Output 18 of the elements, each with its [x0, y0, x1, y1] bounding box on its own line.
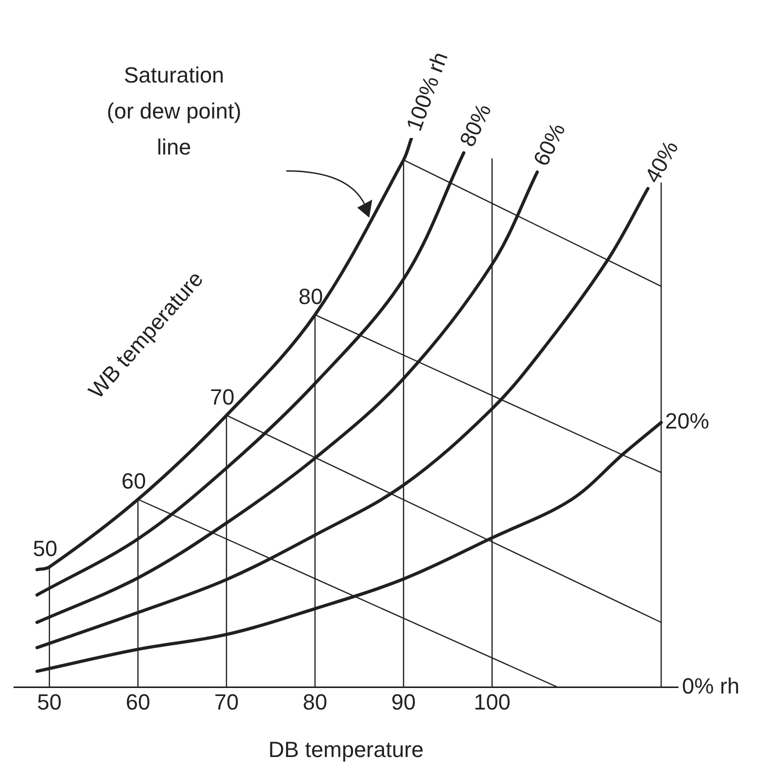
text: 80% — [454, 100, 496, 150]
annotation: Saturation (or dew point) line — [106, 62, 242, 160]
annotation: 60 — [121, 468, 146, 494]
text: 100% rh — [401, 48, 453, 134]
x-tick-label: 50 — [37, 689, 62, 714]
x-axis-title: DB temperature — [268, 736, 424, 762]
annotation: 80 — [298, 284, 324, 309]
text: 40% — [640, 136, 684, 187]
annotation: 70 — [210, 384, 234, 410]
text: 0% rh — [682, 673, 740, 698]
x-tick-label: 90 — [391, 689, 416, 714]
annotation: 50 — [32, 536, 58, 561]
x-tick-label: 60 — [126, 689, 150, 714]
text: 60% — [528, 119, 570, 170]
x-tick-label: 80 — [302, 689, 328, 714]
x-tick-label: 70 — [214, 689, 239, 714]
x-tick-label: 100 — [474, 689, 510, 714]
series-label: 20% — [665, 408, 710, 434]
